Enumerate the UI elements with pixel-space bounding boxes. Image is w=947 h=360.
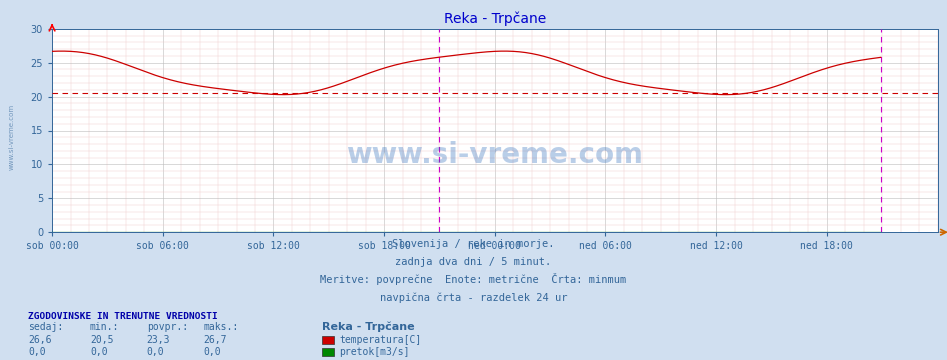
Text: pretok[m3/s]: pretok[m3/s]: [339, 347, 409, 357]
Text: 23,3: 23,3: [147, 335, 170, 345]
Text: navpična črta - razdelek 24 ur: navpična črta - razdelek 24 ur: [380, 292, 567, 303]
Text: www.si-vreme.com: www.si-vreme.com: [9, 104, 14, 170]
Text: maks.:: maks.:: [204, 323, 239, 333]
Text: 26,7: 26,7: [204, 335, 227, 345]
Text: Reka - Trpčane: Reka - Trpčane: [322, 322, 415, 333]
Text: 26,6: 26,6: [28, 335, 52, 345]
Text: povpr.:: povpr.:: [147, 323, 188, 333]
Title: Reka - Trpčane: Reka - Trpčane: [444, 12, 545, 26]
Text: www.si-vreme.com: www.si-vreme.com: [347, 141, 643, 169]
Text: temperatura[C]: temperatura[C]: [339, 335, 421, 345]
Text: min.:: min.:: [90, 323, 119, 333]
Text: sedaj:: sedaj:: [28, 323, 63, 333]
Text: 0,0: 0,0: [28, 347, 46, 357]
Text: Slovenija / reke in morje.: Slovenija / reke in morje.: [392, 239, 555, 249]
Text: Meritve: povprečne  Enote: metrične  Črta: minmum: Meritve: povprečne Enote: metrične Črta:…: [320, 273, 627, 285]
Text: ZGODOVINSKE IN TRENUTNE VREDNOSTI: ZGODOVINSKE IN TRENUTNE VREDNOSTI: [28, 312, 218, 321]
Text: 0,0: 0,0: [147, 347, 165, 357]
Text: 20,5: 20,5: [90, 335, 114, 345]
Text: 0,0: 0,0: [90, 347, 108, 357]
Text: zadnja dva dni / 5 minut.: zadnja dva dni / 5 minut.: [396, 257, 551, 267]
Text: 0,0: 0,0: [204, 347, 222, 357]
